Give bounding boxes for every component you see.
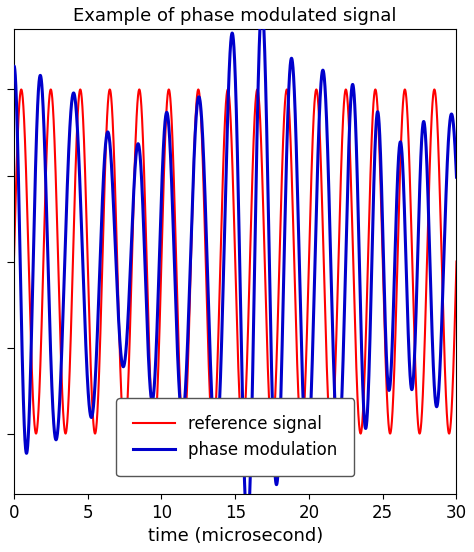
reference signal: [33, 430, 39, 437]
phase modulation: [292, 110, 298, 117]
reference signal: [363, 337, 369, 343]
reference signal: [313, 86, 319, 93]
phase modulation: [245, 523, 250, 530]
phase modulation: [454, 174, 459, 181]
reference signal: [151, 430, 157, 437]
reference signal: [292, 293, 298, 299]
reference signal: [171, 188, 177, 194]
phase modulation: [33, 144, 39, 151]
Line: phase modulation: phase modulation: [14, 6, 456, 527]
reference signal: [339, 137, 345, 144]
Line: reference signal: reference signal: [14, 89, 456, 433]
phase modulation: [259, 2, 265, 9]
reference signal: [454, 258, 459, 265]
phase modulation: [339, 386, 345, 392]
reference signal: [11, 258, 17, 265]
Title: Example of phase modulated signal: Example of phase modulated signal: [73, 7, 397, 25]
Legend: reference signal, phase modulation: reference signal, phase modulation: [117, 399, 354, 476]
phase modulation: [273, 480, 279, 486]
X-axis label: time (microsecond): time (microsecond): [147, 527, 323, 545]
reference signal: [273, 378, 279, 385]
phase modulation: [11, 63, 17, 70]
phase modulation: [363, 425, 369, 432]
phase modulation: [171, 252, 177, 259]
